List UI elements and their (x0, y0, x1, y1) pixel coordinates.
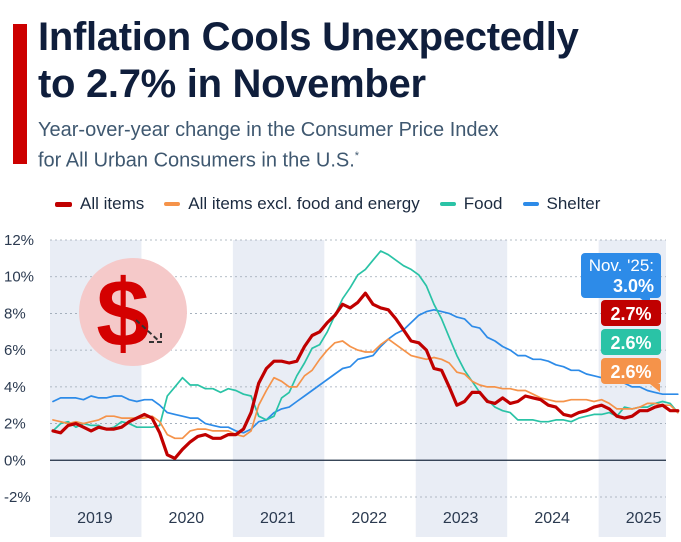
y-tick-label: 0% (4, 452, 26, 469)
x-tick-label: 2022 (351, 510, 387, 527)
dollar-sign-icon: $ (96, 260, 149, 367)
legend-item-food: Food (439, 194, 503, 214)
legend-swatch (55, 201, 72, 207)
badge-background (601, 358, 661, 384)
x-axis-ticks: 2019 2020 2021 2022 2023 2024 2025 (77, 510, 661, 527)
legend-label: Food (463, 194, 503, 213)
value-badge-food-label: 2.6% (601, 329, 661, 355)
y-tick-label: 2% (4, 416, 26, 433)
x-tick-label: 2025 (626, 510, 662, 527)
value-badge-shelter-label: Nov. '25:3.0% (581, 253, 661, 298)
arrow-down-right-icon (135, 319, 162, 343)
x-tick-label: 2020 (169, 510, 205, 527)
series-line-all-items (51, 291, 680, 460)
y-axis-ticks: -2% 0% 2% 4% 6% 8% 10% 12% (4, 232, 34, 506)
accent-bar (13, 24, 27, 164)
x-tick-label: 2024 (534, 510, 570, 527)
chart-legend: All items All items excl. food and energy… (55, 193, 620, 215)
y-tick-label: 12% (4, 232, 34, 249)
x-tick-label: 2019 (77, 510, 113, 527)
subtitle-line-2-wrap: for All Urban Consumers in the U.S.* (38, 143, 668, 174)
value-badge-core-label: 2.6% (601, 358, 661, 384)
subtitle-line-1: Year-over-year change in the Consumer Pr… (38, 119, 499, 141)
legend-swatch (522, 202, 539, 206)
badge-value: 2.7% (610, 304, 651, 324)
y-tick-label: 4% (4, 379, 26, 396)
legend-label: All items (80, 194, 145, 213)
badge-background (601, 329, 661, 355)
year-band-2021 (232, 240, 325, 537)
end-value-labels: Nov. '25:3.0% 2.7% 2.6% 2.6% (581, 253, 661, 392)
page-title: Inflation Cools Unexpectedly to 2.7% in … (38, 14, 668, 108)
title-line-1: Inflation Cools Unexpectedly (38, 15, 579, 59)
badge-date: Nov. '25: (589, 256, 654, 275)
y-tick-label: 6% (4, 342, 26, 359)
page-subtitle: Year-over-year change in the Consumer Pr… (38, 117, 668, 174)
badge-value: 2.6% (610, 333, 651, 353)
legend-item-shelter: Shelter (522, 194, 601, 214)
y-tick-label: 8% (4, 305, 26, 322)
chart-plot: -2%0%2%4%6%8%10%12% $ 2019 2020 2021 2022 20… (4, 232, 680, 537)
badge-pointer (650, 384, 660, 392)
legend-swatch (164, 202, 181, 206)
value-badge-all-items_label: 2.7% (601, 300, 661, 326)
badge-background (581, 253, 661, 298)
y-tick-label: 10% (4, 269, 34, 286)
grid-lines (50, 239, 666, 498)
legend-item-core: All items excl. food and energy (164, 194, 420, 214)
year-band-2023 (415, 240, 508, 537)
subtitle-line-2: for All Urban Consumers in the U.S. (38, 149, 355, 172)
series-line-shelter (52, 308, 679, 434)
badge-value: 2.6% (610, 362, 651, 382)
badge-background (601, 300, 661, 326)
series-line-core (52, 338, 679, 440)
y-tick-label: -2% (4, 489, 31, 506)
legend-item-all-items: All items (55, 194, 144, 214)
x-tick-label: 2021 (260, 510, 296, 527)
icon-circle (79, 258, 187, 366)
legend-label: All items excl. food and energy (188, 194, 420, 213)
title-line-2: to 2.7% in November (38, 62, 426, 106)
legend-swatch (439, 202, 456, 206)
dollar-down-icon: $ (79, 258, 187, 367)
subtitle-footnote-mark: * (354, 150, 360, 162)
series-lines (51, 250, 680, 460)
x-tick-label: 2023 (443, 510, 479, 527)
badge-value: 3.0% (613, 276, 654, 296)
legend-label: Shelter (546, 194, 601, 213)
